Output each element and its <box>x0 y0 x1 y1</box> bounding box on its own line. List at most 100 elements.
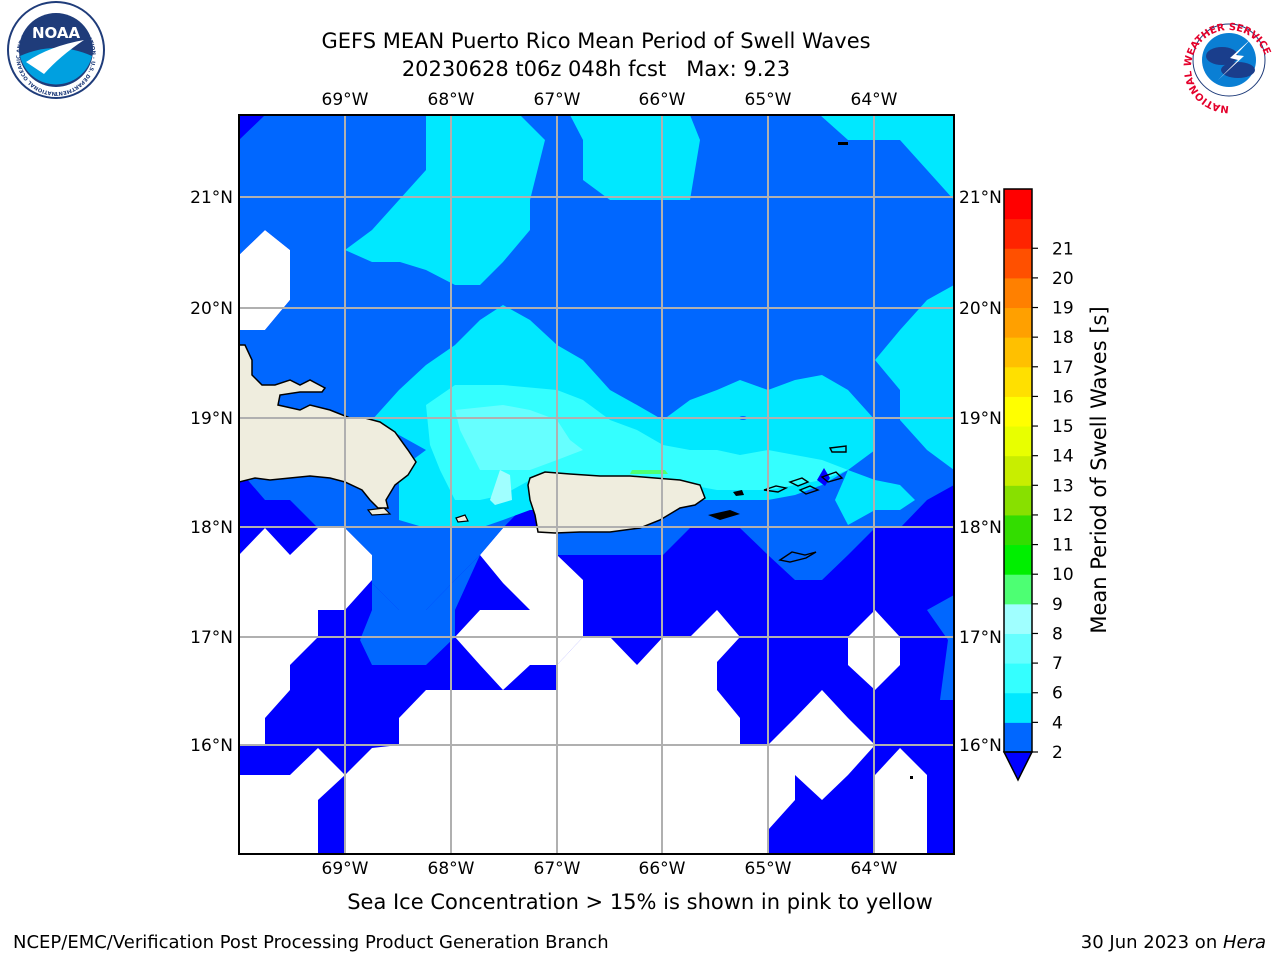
lon-label: 69°W <box>322 859 369 879</box>
land-dot <box>910 776 913 779</box>
graticule <box>239 115 954 854</box>
lon-label: 69°W <box>322 90 369 110</box>
nodata-west-2 <box>239 230 290 500</box>
colorbar-segment <box>1004 692 1032 723</box>
lon-label: 68°W <box>428 859 475 879</box>
colorbar-frame <box>1003 188 1033 753</box>
swell-band-8-9 <box>490 470 512 505</box>
lon-label: 64°W <box>851 90 898 110</box>
colorbar-segment <box>1004 396 1032 427</box>
colorbar-segment <box>1004 514 1032 546</box>
colorbar-tick-label: 13 <box>1052 476 1074 496</box>
colorbar-tick-label: 16 <box>1052 387 1074 407</box>
lat-label: 20°N <box>190 299 233 319</box>
colorbar-tick-label: 7 <box>1052 654 1063 674</box>
lat-label: 17°N <box>190 628 233 648</box>
land-virgin-islands <box>763 445 847 495</box>
chart-title: GEFS MEAN Puerto Rico Mean Period of Swe… <box>321 27 870 83</box>
lon-labels-bottom: 69°W 68°W 67°W 66°W 65°W 64°W <box>322 859 898 879</box>
colorbar-segment <box>1004 603 1032 634</box>
map-frame <box>238 114 955 855</box>
colorbar-label: Mean Period of Swell Waves [s] <box>1087 306 1111 633</box>
nodata-central-south <box>455 528 583 690</box>
lon-label: 66°W <box>639 90 686 110</box>
colorbar-segment <box>1004 663 1032 694</box>
colorbar-segment <box>1004 722 1032 753</box>
lat-label: 21°N <box>959 188 1002 208</box>
lat-label: 16°N <box>959 736 1002 756</box>
lat-label: 21°N <box>190 188 233 208</box>
land-hispaniola <box>239 344 417 509</box>
colorbar: 2 4 6 7 8 9 10 11 12 13 14 15 16 17 18 19 20 21 <box>1002 188 1074 782</box>
colorbar-tick-label: 9 <box>1052 595 1063 615</box>
lat-label: 19°N <box>190 409 233 429</box>
colorbar-tick-label: 6 <box>1052 684 1063 704</box>
footer-date: 30 Jun 2023 on Hera <box>1081 932 1266 953</box>
colorbar-segment <box>1004 218 1032 249</box>
land-dot-2 <box>838 142 848 145</box>
lon-label: 64°W <box>851 859 898 879</box>
colorbar-segment <box>1004 455 1032 486</box>
map-panel <box>239 115 954 854</box>
lon-label: 66°W <box>639 859 686 879</box>
nws-logo: NATIONAL WEATHER SERVICE <box>1183 22 1273 114</box>
colorbar-segment <box>1004 248 1032 279</box>
colorbar-segment <box>1004 574 1032 605</box>
lat-label: 20°N <box>959 299 1002 319</box>
land-st-croix <box>778 551 817 563</box>
sea-ice-note: Sea Ice Concentration > 15% is shown in … <box>347 890 933 914</box>
colorbar-segment <box>1004 426 1032 457</box>
lat-label: 16°N <box>190 736 233 756</box>
swell-band-9-10 <box>630 470 668 474</box>
colorbar-tick-label: 19 <box>1052 299 1074 319</box>
colorbar-tick-label: 2 <box>1052 743 1063 763</box>
colorbar-segment <box>1004 337 1032 368</box>
colorbar-segment <box>1004 633 1032 664</box>
title-line-1: GEFS MEAN Puerto Rico Mean Period of Swe… <box>321 29 871 53</box>
colorbar-segment <box>1004 366 1032 397</box>
colorbar-tick-label: 14 <box>1052 447 1074 467</box>
nodata-southwest <box>239 748 345 854</box>
lon-label: 65°W <box>745 90 792 110</box>
land-puerto-rico <box>527 471 706 534</box>
colorbar-tick-label: 20 <box>1052 269 1074 289</box>
colorbar-tick-label: 10 <box>1052 565 1074 585</box>
colorbar-tick-label: 8 <box>1052 624 1063 644</box>
colorbar-under-extension <box>1002 751 1034 782</box>
lat-label: 17°N <box>959 628 1002 648</box>
lon-label: 67°W <box>534 859 581 879</box>
swell-band-4-6-east <box>875 285 954 470</box>
colorbar-segment <box>1004 277 1032 309</box>
colorbar-tick-label: 4 <box>1052 713 1063 733</box>
lon-labels-top: 69°W 68°W 67°W 66°W 65°W 64°W <box>322 90 898 110</box>
footer-system: Hera <box>1222 932 1266 953</box>
lon-label: 68°W <box>428 90 475 110</box>
lat-label: 19°N <box>959 409 1002 429</box>
colorbar-segment <box>1004 307 1032 338</box>
nodata-south <box>345 610 875 854</box>
colorbar-tick-label: 11 <box>1052 536 1074 556</box>
swell-band-2-4-se <box>927 595 954 700</box>
footer-date-text: 30 Jun 2023 on <box>1080 932 1223 953</box>
nodata-south-east <box>875 748 927 854</box>
colorbar-segment <box>1004 544 1032 575</box>
colorbar-segment <box>1004 189 1032 220</box>
land-culebra <box>733 490 744 496</box>
noaa-logo-text: NOAA <box>32 24 81 42</box>
colorbar-tick-label: 12 <box>1052 506 1074 526</box>
colorbar-tick-label: 15 <box>1052 417 1074 437</box>
lon-label: 67°W <box>534 90 581 110</box>
title-line-2: 20230628 t06z 048h fcst Max: 9.23 <box>401 57 791 81</box>
colorbar-tick-label: 18 <box>1052 328 1074 348</box>
swell-band-7-8 <box>455 405 583 470</box>
colorbar-tick-label: 21 <box>1052 239 1074 259</box>
footer-credit: NCEP/EMC/Verification Post Processing Pr… <box>13 932 609 953</box>
swell-band-4-6-e <box>820 115 954 200</box>
swell-band-4-6-ne <box>570 115 700 200</box>
noaa-logo: NOAA NATIONAL OCEANIC AND ATMOSPHERIC AD… <box>0 0 105 99</box>
colorbar-segment <box>1004 485 1032 516</box>
colorbar-tick-label: 17 <box>1052 358 1074 378</box>
land-vieques <box>708 510 740 520</box>
lon-label: 65°W <box>745 859 792 879</box>
